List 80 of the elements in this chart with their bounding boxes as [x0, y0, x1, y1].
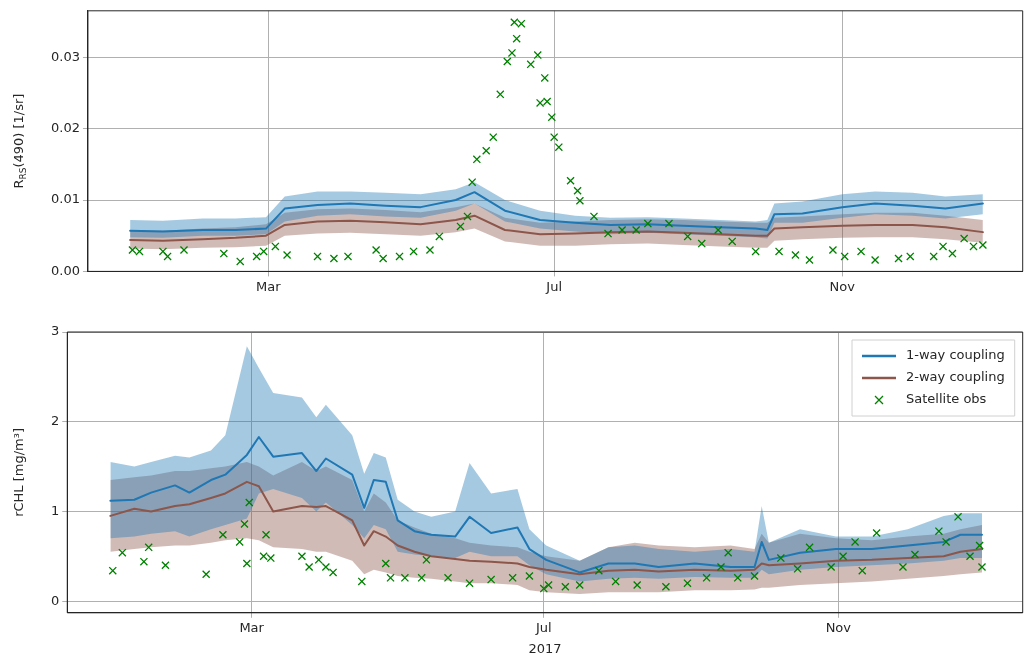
point: [826, 562, 836, 572]
point: [934, 526, 944, 536]
y-tick-label: 0.03: [50, 48, 80, 64]
point: [417, 573, 426, 582]
x-tick-label: Jul: [545, 278, 562, 294]
y-tick-label: 0.01: [50, 191, 80, 207]
point: [139, 557, 149, 566]
point: [975, 541, 984, 550]
point: [240, 519, 249, 529]
point: [443, 573, 453, 582]
point: [245, 498, 254, 507]
point: [898, 562, 908, 572]
point: [118, 548, 127, 557]
point: [872, 528, 881, 538]
point: [465, 579, 474, 588]
point: [386, 573, 395, 582]
point: [544, 580, 553, 590]
point: [539, 584, 548, 593]
point: [850, 537, 860, 547]
x-tick-label: Nov: [829, 278, 856, 294]
point: [733, 573, 742, 582]
point: [805, 543, 814, 552]
legend-label: Satellite obs: [906, 391, 987, 407]
point: [266, 553, 275, 563]
y-axis-title: rCHL [mg/m³]: [11, 427, 27, 517]
point: [910, 550, 920, 559]
point: [201, 570, 211, 579]
point: [400, 573, 410, 582]
point: [357, 577, 366, 586]
point: [683, 579, 692, 588]
x-tick-label: Mar: [239, 619, 265, 635]
point: [858, 566, 867, 575]
point: [723, 548, 733, 557]
x-tick-label: Mar: [256, 278, 282, 294]
point: [297, 552, 307, 561]
point: [561, 582, 570, 591]
x-axis-title: 2017: [528, 640, 562, 656]
point: [776, 553, 786, 563]
point: [259, 552, 268, 561]
point: [161, 561, 170, 570]
point: [304, 562, 314, 572]
point: [977, 562, 987, 572]
point: [953, 512, 963, 521]
y-tick-label: 1: [50, 502, 60, 518]
point: [838, 552, 848, 561]
point: [793, 564, 802, 574]
point: [575, 580, 584, 590]
y-tick-label: 0.00: [50, 262, 80, 278]
point: [702, 573, 711, 582]
legend-label: 2-way coupling: [906, 369, 1005, 385]
point: [965, 552, 975, 561]
y-tick-label: 2: [50, 413, 60, 429]
point: [314, 555, 323, 565]
point: [381, 559, 390, 568]
y-tick-label: 0.02: [50, 119, 80, 135]
point: [750, 571, 759, 581]
y-tick-label: 3: [50, 323, 60, 339]
point: [525, 571, 534, 581]
y-tick-label: 0: [50, 592, 60, 608]
point: [508, 573, 517, 582]
y-axis-title: RRS(490) [1/sr]: [11, 93, 29, 189]
legend-label: 1-way coupling: [906, 347, 1005, 363]
point: [242, 559, 252, 568]
point: [321, 562, 331, 572]
point: [486, 575, 496, 584]
point: [632, 580, 642, 590]
point: [144, 543, 153, 552]
point: [235, 537, 244, 547]
point: [594, 566, 604, 575]
point: [941, 537, 951, 547]
point: [218, 530, 228, 539]
point: [716, 562, 726, 572]
point: [661, 582, 671, 591]
point: [422, 555, 431, 565]
point: [261, 530, 271, 539]
point: [108, 566, 117, 575]
x-tick-label: Jul: [534, 619, 552, 635]
point: [328, 568, 338, 577]
x-tick-label: Nov: [825, 619, 852, 635]
point: [611, 577, 620, 586]
